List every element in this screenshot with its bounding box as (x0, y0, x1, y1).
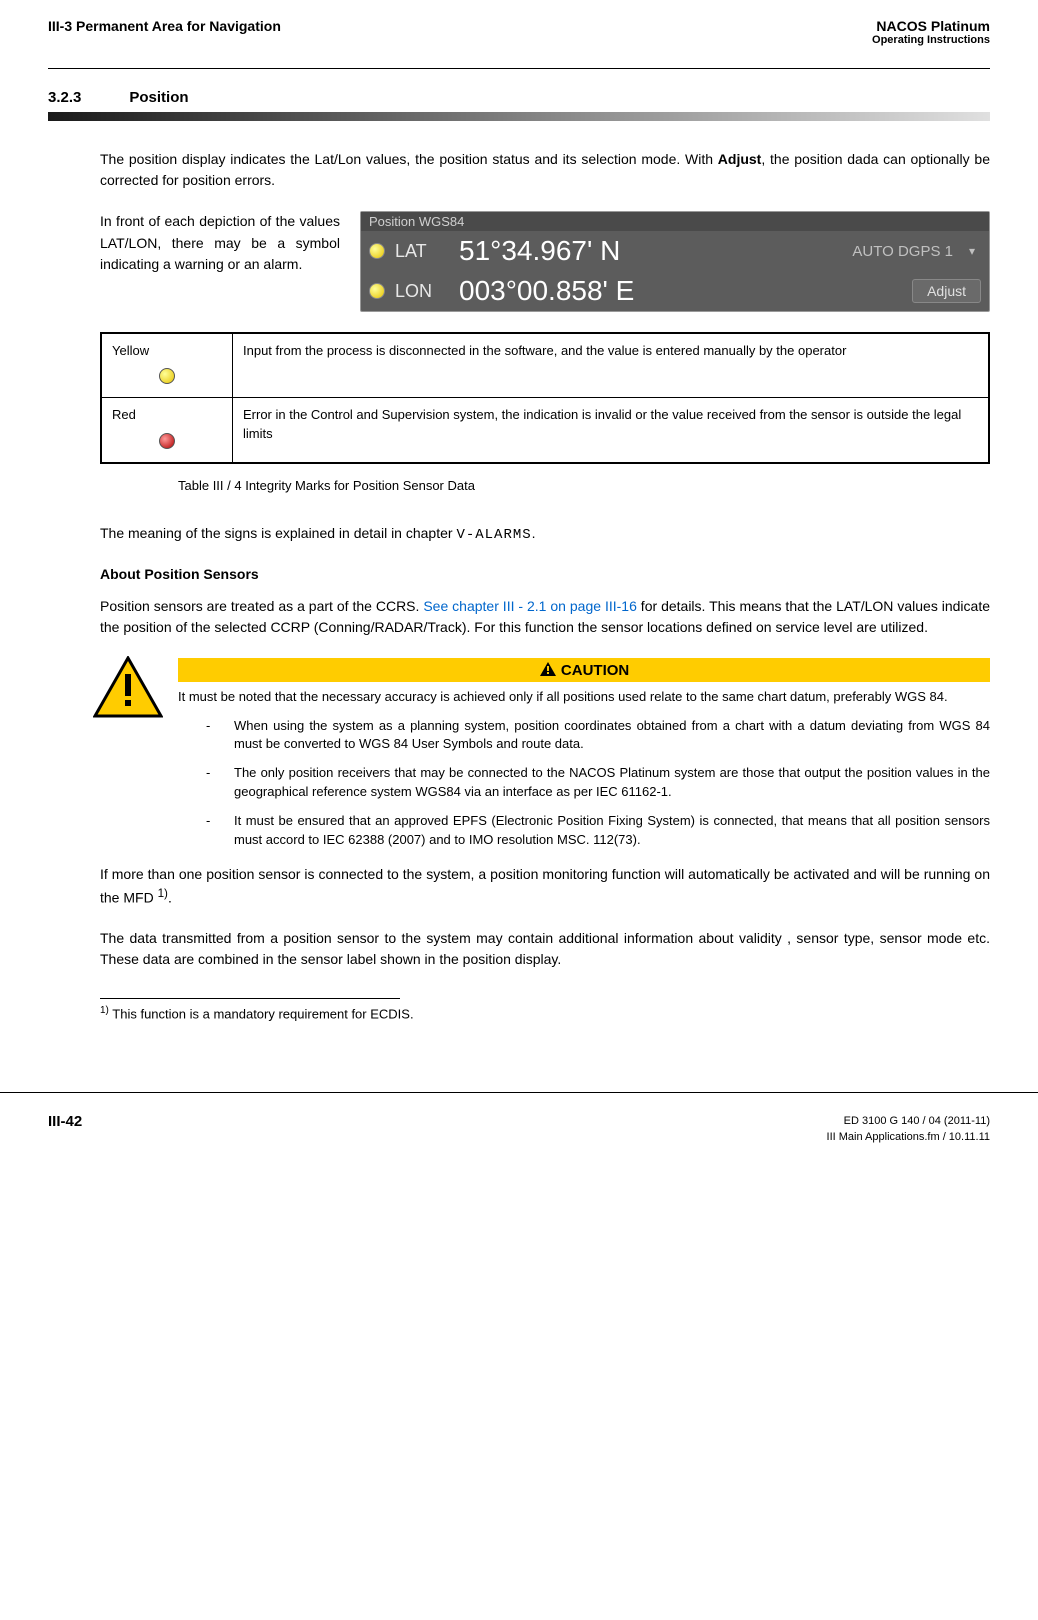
caution-triangle-icon (93, 656, 163, 723)
list-item: When using the system as a planning syst… (206, 717, 990, 755)
table-row: Yellow Input from the process is disconn… (101, 333, 989, 398)
chevron-down-icon[interactable]: ▾ (963, 244, 981, 258)
chapter-link[interactable]: See chapter III - 2.1 on page III-16 (423, 598, 637, 614)
header-left: III-3 Permanent Area for Navigation (48, 18, 281, 34)
paragraph-sensors: Position sensors are treated as a part o… (100, 596, 990, 638)
header-subtitle: Operating Instructions (872, 34, 990, 46)
mark-label-cell: Yellow (101, 333, 233, 398)
page-header: III-3 Permanent Area for Navigation NACO… (48, 18, 990, 46)
lon-value: 003°00.858' E (459, 275, 902, 307)
header-product: NACOS Platinum (872, 18, 990, 34)
page-footer: III-42 ED 3100 G 140 / 04 (2011-11) III … (0, 1101, 1038, 1146)
gradient-bar (48, 112, 990, 121)
footnote-rule (100, 998, 400, 999)
lon-label: LON (395, 281, 449, 302)
text: Position sensors are treated as a part o… (100, 598, 423, 614)
list-item: The only position receivers that may be … (206, 764, 990, 802)
chapter-ref: V-ALARMS (456, 527, 531, 543)
warning-dot-icon (369, 283, 385, 299)
about-sensors-heading: About Position Sensors (100, 566, 990, 582)
lat-value: 51°34.967' N (459, 235, 842, 267)
symbol-desc-text: In front of each depiction of the values… (100, 211, 340, 276)
section-number: 3.2.3 (48, 89, 81, 106)
mark-label-cell: Red (101, 398, 233, 463)
paragraph-intro: The position display indicates the Lat/L… (100, 149, 990, 191)
red-dot-icon (159, 433, 175, 449)
footnote-marker: 1) (100, 1005, 109, 1016)
text: . (532, 525, 536, 541)
mark-color-label: Red (112, 407, 136, 422)
text: . (168, 889, 172, 905)
mark-desc-cell: Input from the process is disconnected i… (233, 333, 990, 398)
caution-label: CAUTION (561, 662, 629, 679)
mark-color-label: Yellow (112, 343, 149, 358)
header-rule (48, 68, 990, 69)
symbol-desc-row: In front of each depiction of the values… (100, 211, 990, 312)
page: III-3 Permanent Area for Navigation NACO… (0, 0, 1038, 1052)
caution-list: When using the system as a planning syst… (178, 717, 990, 850)
text: If more than one position sensor is conn… (100, 866, 990, 906)
position-widget-title: Position WGS84 (361, 212, 989, 231)
doc-id: ED 3100 G 140 / 04 (2011-11) (827, 1113, 990, 1130)
footnote: 1) This function is a mandatory requirem… (100, 1005, 990, 1021)
yellow-dot-icon (159, 368, 175, 384)
position-widget: Position WGS84 LAT 51°34.967' N AUTO DGP… (360, 211, 990, 312)
integrity-marks-table: Yellow Input from the process is disconn… (100, 332, 990, 464)
list-item: It must be ensured that an approved EPFS… (206, 812, 990, 850)
doc-file: III Main Applications.fm / 10.11.11 (827, 1129, 990, 1146)
mark-desc-cell: Error in the Control and Supervision sys… (233, 398, 990, 463)
lat-row: LAT 51°34.967' N AUTO DGPS 1 ▾ (361, 231, 989, 271)
lat-label: LAT (395, 241, 449, 262)
caution-bar: CAUTION (178, 658, 990, 682)
caution-intro: It must be noted that the necessary accu… (178, 688, 990, 707)
caution-block: CAUTION It must be noted that the necess… (178, 658, 990, 850)
position-mode: AUTO DGPS 1 (852, 243, 953, 260)
footnote-ref: 1) (158, 887, 168, 900)
lon-row: LON 003°00.858' E Adjust (361, 271, 989, 311)
paragraph-monitor: If more than one position sensor is conn… (100, 864, 990, 909)
footer-rule (0, 1092, 1038, 1093)
text: The meaning of the signs is explained in… (100, 525, 456, 541)
table-row: Red Error in the Control and Supervision… (101, 398, 989, 463)
footnote-text: This function is a mandatory requirement… (109, 1007, 414, 1022)
adjust-term: Adjust (718, 151, 762, 167)
footer-meta: ED 3100 G 140 / 04 (2011-11) III Main Ap… (827, 1113, 990, 1146)
paragraph-signs: The meaning of the signs is explained in… (100, 523, 990, 546)
section-title: Position (129, 89, 188, 106)
page-number: III-42 (48, 1113, 82, 1130)
warning-dot-icon (369, 243, 385, 259)
paragraph-data: The data transmitted from a position sen… (100, 928, 990, 970)
header-right: NACOS Platinum Operating Instructions (872, 18, 990, 46)
text: The position display indicates the Lat/L… (100, 151, 718, 167)
adjust-button[interactable]: Adjust (912, 279, 981, 303)
table-caption: Table III / 4 Integrity Marks for Positi… (178, 478, 990, 493)
section-heading: 3.2.3 Position (48, 89, 990, 106)
